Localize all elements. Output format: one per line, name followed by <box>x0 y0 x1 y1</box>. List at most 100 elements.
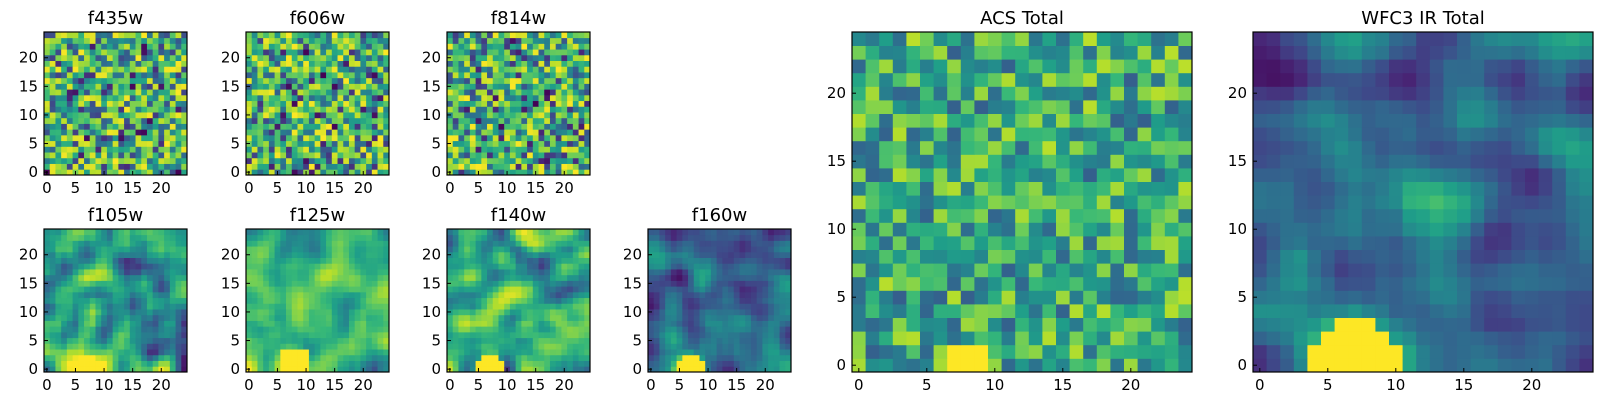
heatmap-cell <box>762 291 769 299</box>
heatmap-cell <box>464 286 471 293</box>
heatmap-cell <box>1069 140 1084 155</box>
heatmap-cell <box>366 37 373 44</box>
heatmap-cell <box>308 303 316 310</box>
heatmap-cell <box>280 246 287 253</box>
heatmap-cell <box>452 100 459 107</box>
heatmap-cell <box>750 269 758 276</box>
heatmap-cell <box>158 32 165 39</box>
heatmap-cell <box>561 297 568 304</box>
heatmap-cell <box>676 229 683 236</box>
heatmap-cell <box>920 358 934 373</box>
heatmap-cell <box>95 331 102 339</box>
heatmap-cell <box>274 129 281 136</box>
heatmap-cell <box>1069 208 1084 223</box>
heatmap-cell <box>112 83 119 90</box>
heatmap-cell <box>1083 304 1098 318</box>
heatmap-cell <box>101 240 108 247</box>
heatmap-cell <box>768 246 775 253</box>
heatmap-cell <box>343 129 350 136</box>
heatmap-cell <box>257 349 264 356</box>
heatmap-cell <box>61 134 68 142</box>
heatmap-cell <box>129 286 136 293</box>
heatmap-cell <box>688 349 695 356</box>
heatmap-cell <box>251 320 258 327</box>
heatmap-cell <box>688 257 695 264</box>
x-tick-label: 10 <box>498 179 517 197</box>
heatmap-cell <box>286 32 293 39</box>
heatmap-cell <box>779 337 786 344</box>
heatmap-cell <box>303 117 310 124</box>
heatmap-cell <box>181 349 188 356</box>
heatmap-cell <box>331 123 338 130</box>
heatmap-cell <box>1110 140 1125 155</box>
heatmap-cell <box>263 263 270 270</box>
heatmap-cell <box>960 344 975 359</box>
heatmap-cell <box>458 66 465 73</box>
heatmap-cell <box>538 134 545 142</box>
heatmap-cell <box>561 309 568 316</box>
heatmap-cell <box>286 314 293 321</box>
heatmap-cell <box>733 297 740 304</box>
heatmap-cell <box>314 32 321 39</box>
heatmap-cell <box>141 303 148 310</box>
heatmap-cell <box>257 326 264 333</box>
heatmap-cell <box>572 129 579 136</box>
heatmap-cell <box>521 326 528 333</box>
heatmap-cell <box>469 112 476 119</box>
heatmap-cell <box>152 291 159 299</box>
heatmap-cell <box>257 229 264 236</box>
x-tick-label: 5 <box>474 179 484 197</box>
heatmap-cell <box>906 208 921 223</box>
heatmap-cell <box>158 123 165 130</box>
heatmap-cell <box>343 263 350 270</box>
heatmap-cell <box>280 331 287 339</box>
heatmap-cell <box>865 276 880 291</box>
heatmap-cell <box>268 37 275 44</box>
heatmap-cell <box>297 66 304 73</box>
heatmap-cell <box>728 257 735 264</box>
heatmap-cell <box>135 360 142 367</box>
heatmap-cell <box>78 251 85 258</box>
heatmap-cell <box>49 37 56 44</box>
heatmap-cell <box>72 343 79 350</box>
heatmap-cell <box>383 129 390 136</box>
y-tick-label: 10 <box>19 303 38 321</box>
heatmap-cell <box>280 343 287 350</box>
heatmap-cell <box>55 366 62 373</box>
heatmap-cell <box>89 37 96 44</box>
heatmap-cell <box>124 112 131 119</box>
heatmap-cell <box>366 77 373 84</box>
heatmap-cell <box>947 290 962 305</box>
heatmap-cell <box>555 49 562 56</box>
heatmap-cell <box>72 280 79 287</box>
heatmap-cell <box>95 337 102 344</box>
heatmap-cell <box>538 229 545 236</box>
heatmap-cell <box>464 291 471 299</box>
heatmap-cell <box>377 49 384 56</box>
heatmap-cell <box>164 117 171 124</box>
heatmap-cell <box>337 169 344 176</box>
heatmap-cell <box>371 60 378 67</box>
heatmap-cell <box>89 77 96 84</box>
heatmap-cell <box>112 140 119 147</box>
heatmap-cell <box>286 146 293 153</box>
heatmap-cell <box>1164 331 1179 346</box>
heatmap-cell <box>112 134 119 142</box>
heatmap-cell <box>521 152 528 159</box>
heatmap-cell <box>268 309 275 316</box>
heatmap-cell <box>274 66 281 73</box>
heatmap-cell <box>527 72 534 79</box>
heatmap-cell <box>89 112 96 119</box>
heatmap-cell <box>135 269 142 276</box>
heatmap-cell <box>447 77 454 84</box>
heatmap-cell <box>55 54 62 61</box>
heatmap-cell <box>498 83 505 90</box>
heatmap-cell <box>141 77 148 84</box>
heatmap-cell <box>852 317 866 332</box>
heatmap-cell <box>101 106 108 113</box>
heatmap-cell <box>572 354 579 361</box>
heatmap-cell <box>320 291 327 299</box>
heatmap-cell <box>314 169 321 176</box>
heatmap-cell <box>733 240 740 247</box>
heatmap-cell <box>567 117 574 124</box>
